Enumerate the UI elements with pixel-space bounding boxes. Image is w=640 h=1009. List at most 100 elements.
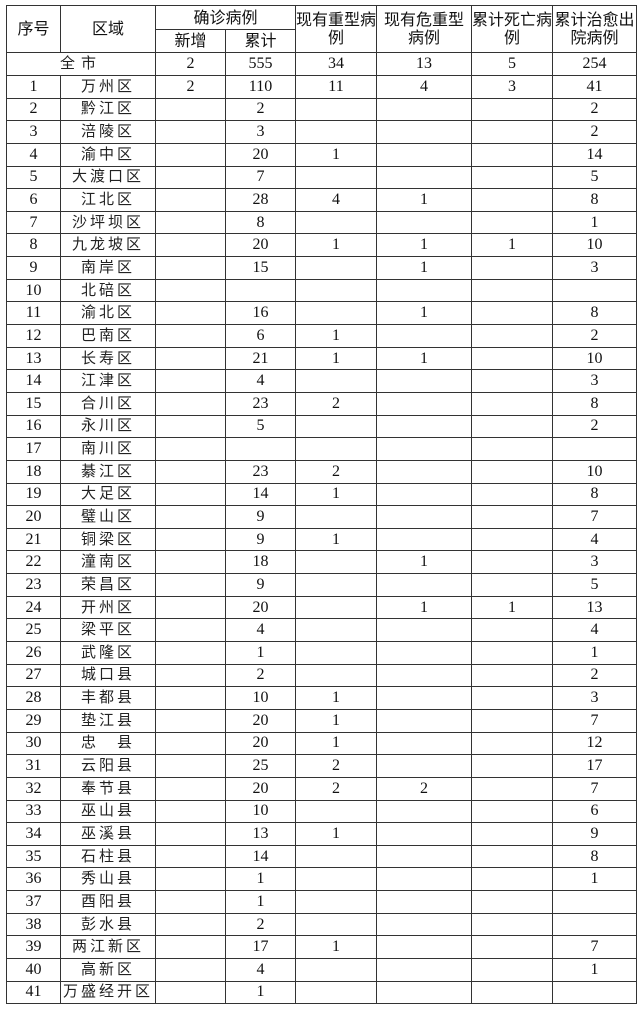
cell-severe: 1 bbox=[295, 686, 377, 710]
cell-critical bbox=[376, 459, 472, 484]
table-row: 9 南岸区 15 1 3 bbox=[6, 256, 637, 280]
cell-deaths bbox=[471, 391, 553, 416]
cell-severe: 1 bbox=[295, 482, 377, 507]
cell-region: 渝北区 bbox=[60, 301, 156, 326]
cell-region: 万州区 bbox=[60, 75, 156, 99]
cell-region: 北碚区 bbox=[60, 278, 156, 303]
cell-cumulative: 1 bbox=[225, 641, 296, 665]
cell-region: 綦江区 bbox=[60, 459, 156, 484]
cell-region: 巴南区 bbox=[60, 324, 156, 348]
cell-new bbox=[155, 324, 226, 348]
table-row: 30 忠 县 20 1 12 bbox=[6, 731, 637, 756]
cell-region: 丰都县 bbox=[60, 686, 156, 710]
cell-cumulative: 20 bbox=[225, 233, 296, 258]
cell-new bbox=[155, 97, 226, 122]
cell-deaths bbox=[471, 573, 553, 597]
header-severe: 现有重型病例 bbox=[295, 5, 377, 53]
cell-recovered: 10 bbox=[552, 233, 637, 258]
cell-recovered: 3 bbox=[552, 686, 637, 710]
table-row: 16 永川区 5 2 bbox=[6, 414, 637, 439]
cell-cumulative: 6 bbox=[225, 324, 296, 348]
header-row-1: 序号 区域 确诊病例 现有重型病例 现有危重型病例 累计死亡病例 累计治愈出院病… bbox=[6, 5, 637, 53]
cell-region: 高新区 bbox=[60, 957, 156, 982]
cell-severe: 11 bbox=[295, 75, 377, 99]
cell-deaths bbox=[471, 324, 553, 348]
cell-new bbox=[155, 437, 226, 461]
cell-cumulative: 20 bbox=[225, 708, 296, 733]
cell-severe: 1 bbox=[295, 324, 377, 348]
header-deaths: 累计死亡病例 bbox=[471, 5, 553, 53]
cell-critical bbox=[376, 980, 472, 1005]
cell-cumulative bbox=[225, 437, 296, 461]
cell-new bbox=[155, 505, 226, 529]
cell-cumulative: 110 bbox=[225, 75, 296, 99]
cell-new bbox=[155, 595, 226, 620]
cell-deaths bbox=[471, 414, 553, 439]
cell-index: 5 bbox=[6, 165, 61, 190]
cell-cumulative: 23 bbox=[225, 391, 296, 416]
cell-critical bbox=[376, 957, 472, 982]
cell-critical bbox=[376, 844, 472, 869]
cell-critical bbox=[376, 414, 472, 439]
cell-critical: 1 bbox=[376, 188, 472, 212]
cell-cumulative bbox=[225, 278, 296, 303]
cell-critical bbox=[376, 686, 472, 710]
cell-recovered: 41 bbox=[552, 75, 637, 99]
cell-recovered bbox=[552, 980, 637, 1005]
cell-new bbox=[155, 641, 226, 665]
table-row: 5 大渡口区 7 5 bbox=[6, 165, 637, 190]
cell-region: 忠 县 bbox=[60, 731, 156, 756]
cell-severe bbox=[295, 505, 377, 529]
total-critical: 13 bbox=[376, 52, 472, 76]
cell-cumulative: 7 bbox=[225, 165, 296, 190]
cell-recovered: 10 bbox=[552, 346, 637, 371]
cell-deaths bbox=[471, 686, 553, 710]
cell-index: 37 bbox=[6, 890, 61, 914]
cell-severe: 1 bbox=[295, 346, 377, 371]
table-row: 40 高新区 4 1 bbox=[6, 957, 637, 982]
table-row: 3 涪陵区 3 2 bbox=[6, 120, 637, 144]
cell-recovered: 5 bbox=[552, 573, 637, 597]
cell-recovered: 3 bbox=[552, 550, 637, 575]
cell-region: 铜梁区 bbox=[60, 527, 156, 552]
cell-deaths bbox=[471, 641, 553, 665]
cell-critical bbox=[376, 120, 472, 144]
cell-index: 29 bbox=[6, 708, 61, 733]
cell-cumulative: 2 bbox=[225, 663, 296, 688]
cell-cumulative: 2 bbox=[225, 97, 296, 122]
cell-deaths bbox=[471, 980, 553, 1005]
table-row: 18 綦江区 23 2 10 bbox=[6, 459, 637, 484]
cell-index: 13 bbox=[6, 346, 61, 371]
cell-cumulative: 20 bbox=[225, 595, 296, 620]
cell-recovered: 17 bbox=[552, 754, 637, 778]
cell-deaths bbox=[471, 912, 553, 937]
cell-recovered: 1 bbox=[552, 641, 637, 665]
cell-new bbox=[155, 822, 226, 846]
cell-severe bbox=[295, 120, 377, 144]
cell-recovered: 6 bbox=[552, 799, 637, 824]
table-row: 4 渝中区 20 1 14 bbox=[6, 142, 637, 167]
cell-new bbox=[155, 459, 226, 484]
cell-severe bbox=[295, 437, 377, 461]
cell-deaths bbox=[471, 731, 553, 756]
cell-severe bbox=[295, 369, 377, 393]
cell-critical bbox=[376, 391, 472, 416]
cell-recovered: 2 bbox=[552, 663, 637, 688]
cell-deaths bbox=[471, 210, 553, 235]
cell-index: 7 bbox=[6, 210, 61, 235]
cell-region: 南川区 bbox=[60, 437, 156, 461]
table-row: 1 万州区 2 110 11 4 3 41 bbox=[6, 75, 637, 99]
cell-deaths bbox=[471, 346, 553, 371]
cell-index: 3 bbox=[6, 120, 61, 144]
table-row: 10 北碚区 bbox=[6, 278, 637, 303]
cell-index: 17 bbox=[6, 437, 61, 461]
cell-deaths bbox=[471, 459, 553, 484]
cell-deaths bbox=[471, 505, 553, 529]
cell-cumulative: 28 bbox=[225, 188, 296, 212]
cell-critical bbox=[376, 437, 472, 461]
cell-region: 永川区 bbox=[60, 414, 156, 439]
cell-critical bbox=[376, 369, 472, 393]
cell-index: 26 bbox=[6, 641, 61, 665]
table-row: 8 九龙坡区 20 1 1 1 10 bbox=[6, 233, 637, 258]
cell-severe bbox=[295, 844, 377, 869]
